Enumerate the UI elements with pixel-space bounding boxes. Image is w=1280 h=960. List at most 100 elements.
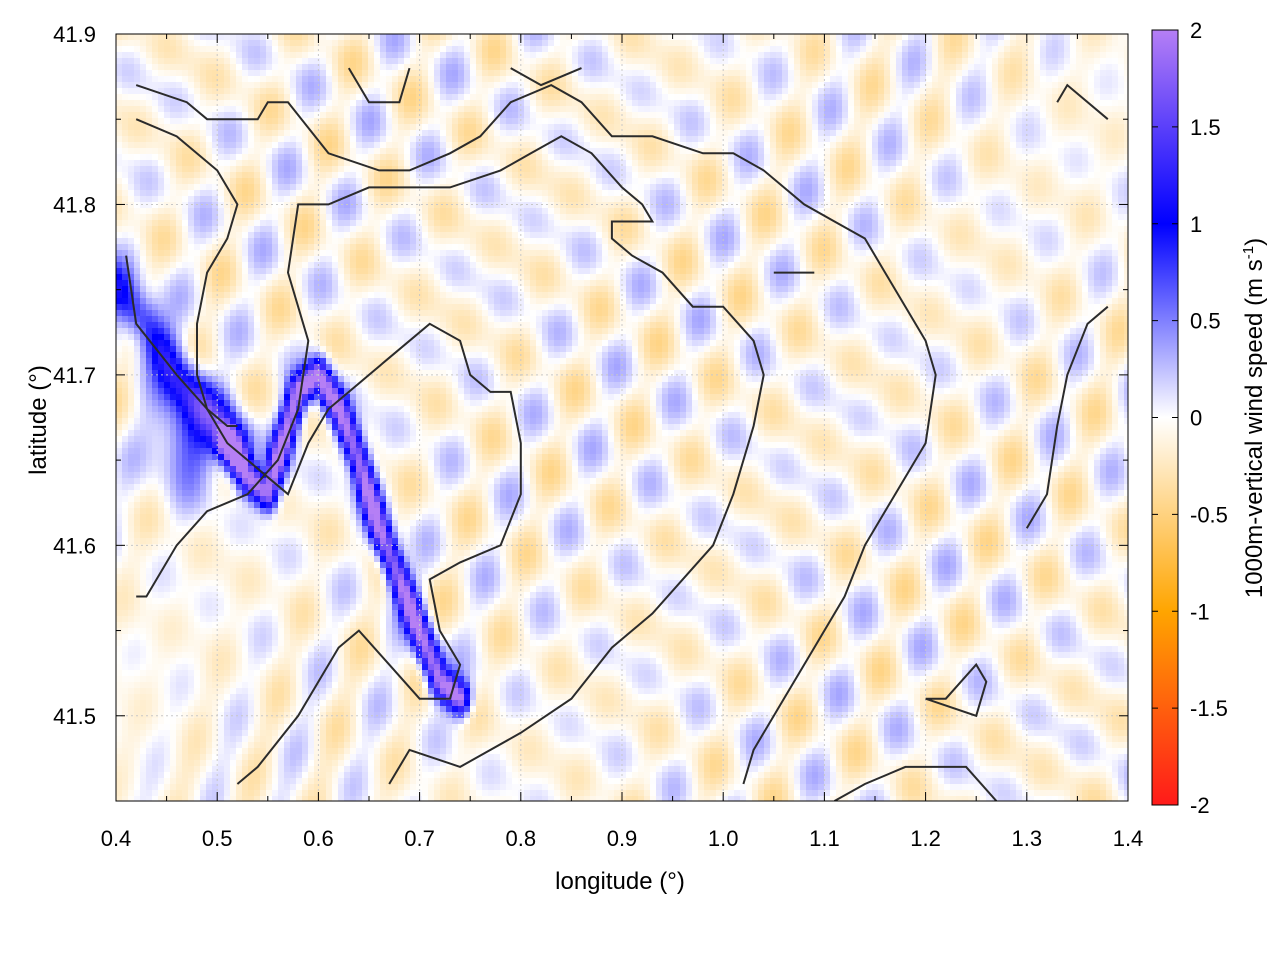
- heatmap-cell: [488, 160, 495, 167]
- heatmap-cell: [230, 148, 237, 155]
- heatmap-cell: [1076, 160, 1083, 167]
- heatmap-cell: [194, 130, 201, 137]
- heatmap-cell: [830, 40, 837, 47]
- heatmap-cell: [800, 52, 807, 59]
- heatmap-cell: [740, 106, 747, 113]
- heatmap-cell: [596, 202, 603, 209]
- heatmap-cell: [386, 196, 393, 203]
- heatmap-cell: [614, 52, 621, 59]
- heatmap-cell: [1052, 130, 1059, 137]
- heatmap-cell: [686, 112, 693, 119]
- heatmap-cell: [170, 202, 177, 209]
- heatmap-cell: [470, 106, 477, 113]
- heatmap-cell: [902, 100, 909, 107]
- heatmap-cell: [284, 130, 291, 137]
- heatmap-cell: [170, 196, 177, 203]
- heatmap-cell: [644, 202, 651, 209]
- heatmap-cell: [962, 52, 969, 59]
- heatmap-cell: [686, 196, 693, 203]
- heatmap-cell: [278, 112, 285, 119]
- heatmap-cell: [632, 46, 639, 53]
- heatmap-cell: [1124, 202, 1128, 209]
- heatmap-cell: [902, 136, 909, 143]
- heatmap-cell: [758, 178, 765, 185]
- heatmap-cell: [122, 70, 129, 77]
- heatmap-cell: [752, 166, 759, 173]
- heatmap-cell: [1004, 94, 1011, 101]
- heatmap-cell: [350, 82, 357, 89]
- heatmap-cell: [872, 196, 879, 203]
- heatmap-cell: [884, 112, 891, 119]
- heatmap-cell: [260, 202, 267, 209]
- heatmap-cell: [902, 70, 909, 77]
- heatmap-cell: [332, 172, 339, 179]
- heatmap-cell: [212, 52, 219, 59]
- heatmap-cell: [668, 46, 675, 53]
- heatmap-cell: [206, 190, 213, 197]
- heatmap-cell: [248, 46, 255, 53]
- heatmap-cell: [242, 172, 249, 179]
- heatmap-cell: [422, 52, 429, 59]
- heatmap-cell: [380, 94, 387, 101]
- heatmap-cell: [992, 112, 999, 119]
- heatmap-cell: [722, 106, 729, 113]
- heatmap-cell: [1100, 46, 1107, 53]
- heatmap-cell: [908, 52, 915, 59]
- heatmap-cell: [836, 46, 843, 53]
- heatmap-cell: [1088, 136, 1095, 143]
- heatmap-cell: [998, 82, 1005, 89]
- heatmap-cell: [1052, 64, 1059, 71]
- heatmap-cell: [494, 94, 501, 101]
- heatmap-cell: [524, 82, 531, 89]
- heatmap-cell: [212, 178, 219, 185]
- heatmap-cell: [650, 166, 657, 173]
- heatmap-cell: [974, 52, 981, 59]
- heatmap-cell: [1094, 112, 1101, 119]
- heatmap-cell: [356, 136, 363, 143]
- heatmap-cell: [962, 112, 969, 119]
- heatmap-cell: [404, 202, 411, 209]
- heatmap-cell: [254, 148, 261, 155]
- heatmap-cell: [1070, 40, 1077, 47]
- heatmap-cell: [734, 196, 741, 203]
- heatmap-cell: [146, 154, 153, 161]
- heatmap-cell: [302, 160, 309, 167]
- heatmap-cell: [236, 208, 243, 215]
- heatmap-cell: [662, 166, 669, 173]
- heatmap-cell: [932, 76, 939, 83]
- heatmap-cell: [524, 118, 531, 125]
- heatmap-cell: [164, 166, 171, 173]
- heatmap-cell: [800, 196, 807, 203]
- heatmap-cell: [902, 64, 909, 71]
- heatmap-cell: [908, 82, 915, 89]
- heatmap-cell: [338, 46, 345, 53]
- heatmap-cell: [1004, 34, 1011, 41]
- heatmap-cell: [170, 52, 177, 59]
- heatmap-cell: [404, 208, 411, 215]
- heatmap-cell: [554, 124, 561, 131]
- heatmap-cell: [992, 136, 999, 143]
- heatmap-cell: [554, 52, 561, 59]
- heatmap-cell: [896, 154, 903, 161]
- heatmap-cell: [620, 40, 627, 47]
- heatmap-cell: [662, 52, 669, 59]
- heatmap-cell: [212, 208, 219, 215]
- heatmap-cell: [152, 202, 159, 209]
- heatmap-cell: [188, 106, 195, 113]
- heatmap-cell: [710, 106, 717, 113]
- heatmap-cell: [626, 64, 633, 71]
- heatmap-cell: [680, 46, 687, 53]
- heatmap-cell: [908, 196, 915, 203]
- heatmap-cell: [1094, 154, 1101, 161]
- heatmap-cell: [542, 184, 549, 191]
- heatmap-cell: [1028, 106, 1035, 113]
- heatmap-cell: [482, 160, 489, 167]
- heatmap-cell: [446, 118, 453, 125]
- heatmap-cell: [350, 148, 357, 155]
- heatmap-cell: [788, 106, 795, 113]
- heatmap-cell: [584, 34, 591, 41]
- heatmap-cell: [686, 106, 693, 113]
- heatmap-cell: [326, 82, 333, 89]
- heatmap-cell: [446, 100, 453, 107]
- heatmap-cell: [170, 64, 177, 71]
